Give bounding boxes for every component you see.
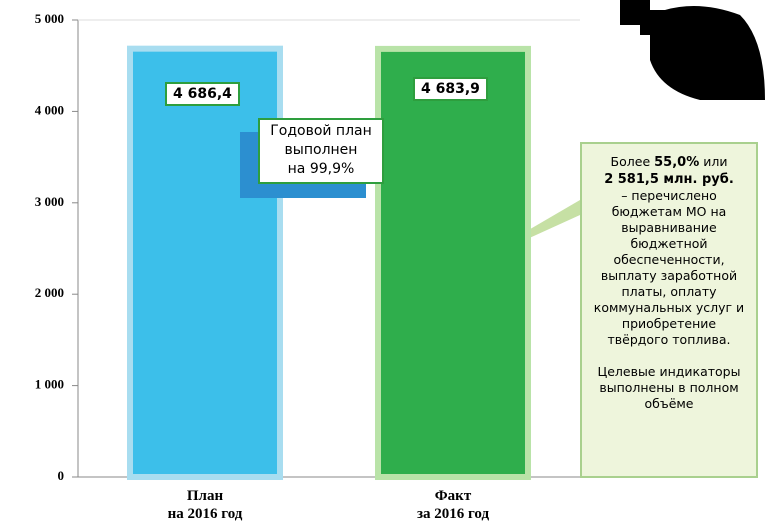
note-text: Более xyxy=(610,154,655,169)
y-tick-label: 4 000 xyxy=(35,102,64,117)
note-text: 55,0% xyxy=(654,155,700,170)
x-tick-label: Факт за 2016 год xyxy=(416,488,490,522)
value-label: 4 683,9 xyxy=(413,76,488,101)
note-text: 2 581,5 млн. руб. xyxy=(604,172,734,187)
y-tick-label: 5 000 xyxy=(35,11,64,26)
bar xyxy=(127,45,283,481)
note-text: или xyxy=(703,154,728,169)
icon xyxy=(620,0,765,100)
y-tick-label: 2 000 xyxy=(35,285,64,300)
y-tick-label: 1 000 xyxy=(35,377,64,392)
note: Более 55,0% или 2 581,5 млн. руб. – пере… xyxy=(580,142,758,478)
y-tick-label: 0 xyxy=(58,468,65,483)
annotation: Годовой план выполнен на 99,9% xyxy=(258,118,384,184)
bar xyxy=(375,45,531,480)
x-tick-label: План на 2016 год xyxy=(167,488,243,522)
y-tick-label: 3 000 xyxy=(35,194,64,209)
note-text: Целевые индикаторы выполнены в полном об… xyxy=(597,364,741,411)
value-label: 4 686,4 xyxy=(165,81,240,106)
callout-pointer xyxy=(520,200,580,240)
note-text: – перечислено бюджетам МО на выравнивани… xyxy=(593,188,745,347)
